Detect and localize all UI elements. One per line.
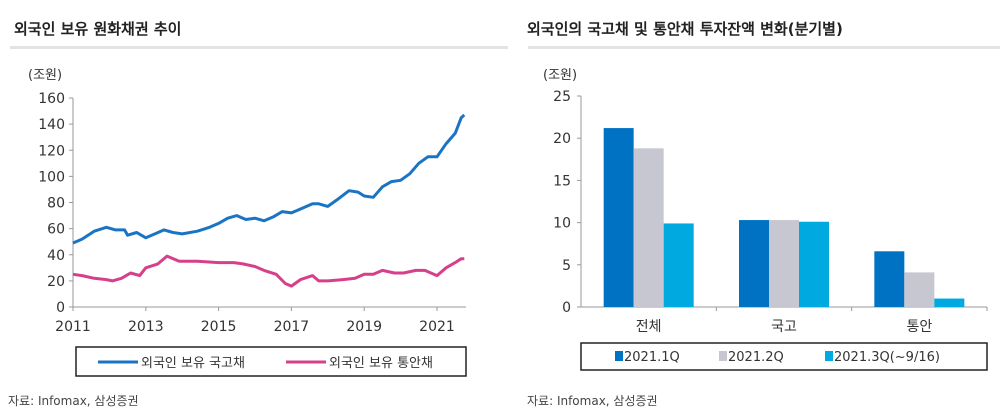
legend-label: 외국인 보유 통안채 <box>329 356 433 371</box>
category-label: 통안 <box>906 319 932 335</box>
right-legend-box <box>580 342 988 371</box>
left-source: 자료: Infomax, 삼성증권 <box>8 394 139 408</box>
line-series-2 <box>72 254 465 288</box>
right-title-divider <box>528 46 1000 49</box>
right-source: 자료: Infomax, 삼성증권 <box>527 394 658 408</box>
bar-전체-2021.2Q <box>633 148 664 307</box>
right-y-tick-label: 10 <box>553 216 571 232</box>
right-y-tick-label: 20 <box>553 131 571 147</box>
right-y-tick-label: 0 <box>562 300 571 316</box>
bar-국고-2021.2Q <box>769 220 799 307</box>
bar-국고-2021.1Q <box>739 220 769 307</box>
left-y-tick-label: 120 <box>38 143 65 159</box>
left-x-tick-label: 2011 <box>55 319 91 335</box>
left-y-tick-label: 160 <box>38 91 65 107</box>
legend-label: 2021.1Q <box>624 350 680 365</box>
left-y-tick-label: 80 <box>47 196 65 212</box>
left-x-tick-label: 2017 <box>274 319 310 335</box>
legend-swatch <box>719 351 727 361</box>
left-y-tick-label: 100 <box>38 169 65 185</box>
left-y-tick-label: 60 <box>47 222 65 238</box>
right-y-tick-label: 25 <box>553 89 571 105</box>
left-y-tick-label: 40 <box>47 248 65 264</box>
left-x-tick-label: 2015 <box>201 319 237 335</box>
right-y-tick-label: 5 <box>562 258 571 274</box>
category-label: 국고 <box>771 319 797 335</box>
bar-통안-2021.1Q <box>874 251 905 307</box>
legend-label: 2021.3Q(~9/16) <box>834 350 940 365</box>
right-unit-label: (조원) <box>543 68 578 83</box>
left-legend-box <box>75 346 467 377</box>
left-x-tick-label: 2013 <box>128 319 164 335</box>
left-unit-label: (조원) <box>28 68 63 83</box>
bar-전체-2021.1Q <box>603 128 634 307</box>
line-series-1 <box>72 113 466 245</box>
left-x-tick-label: 2019 <box>346 319 382 335</box>
legend-label: 2021.2Q <box>728 350 784 365</box>
right-y-tick-label: 15 <box>553 173 571 189</box>
left-title-divider <box>10 46 508 49</box>
bar-국고-2021.3Q(~9/16) <box>799 221 829 307</box>
bar-통안-2021.3Q(~9/16) <box>934 298 965 307</box>
left-y-tick-label: 140 <box>38 117 65 133</box>
left-x-tick-label: 2021 <box>419 319 455 335</box>
legend-swatch <box>825 351 833 361</box>
legend-label: 외국인 보유 국고채 <box>141 356 245 371</box>
left-y-tick-label: 0 <box>56 300 65 316</box>
bar-전체-2021.3Q(~9/16) <box>663 223 694 307</box>
legend-swatch <box>615 351 623 361</box>
left-y-tick-label: 20 <box>47 274 65 290</box>
right-chart-title: 외국인의 국고채 및 통안채 투자잔액 변화(분기별) <box>527 20 843 38</box>
bar-통안-2021.2Q <box>904 272 935 307</box>
category-label: 전체 <box>636 319 662 335</box>
left-chart-title: 외국인 보유 원화채권 추이 <box>14 20 182 38</box>
